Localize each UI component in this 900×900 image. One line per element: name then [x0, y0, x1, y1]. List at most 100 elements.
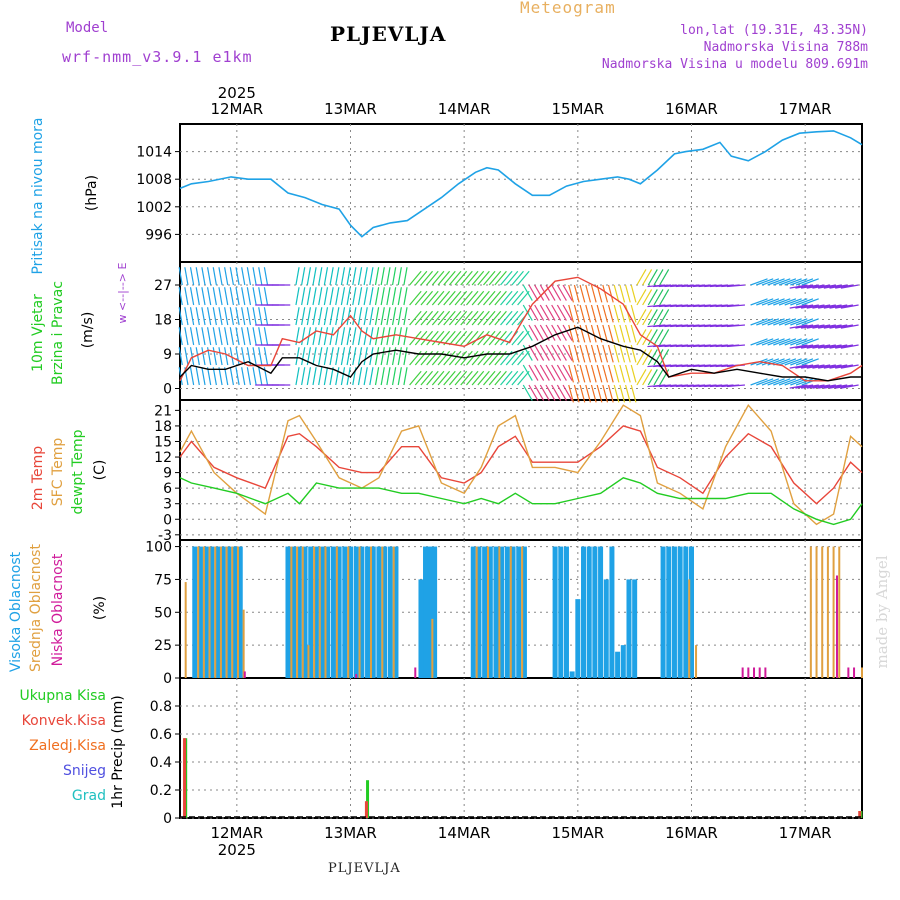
- chart-subtitle: Meteogram: [520, 0, 616, 17]
- wind-arrow: [409, 290, 422, 306]
- wind-arrow: [374, 267, 380, 286]
- wind-arrow: [295, 267, 300, 286]
- wind-arrow: [224, 267, 229, 286]
- wind-arrow: [823, 364, 842, 369]
- temperature-ytick-label: 18: [154, 419, 172, 435]
- wind-arrow: [218, 287, 223, 306]
- wind-arrow: [801, 278, 819, 286]
- wind-arrow: [818, 284, 836, 289]
- wind-arrow: [613, 364, 620, 383]
- temperature-ytick-label: 12: [154, 450, 172, 466]
- wind-arrow: [218, 307, 223, 326]
- wind-arrow: [374, 347, 380, 366]
- wind-arrow: [835, 344, 854, 349]
- temp-axis-title-sfc: SFC Temp: [50, 438, 66, 507]
- wind-arrow: [465, 350, 479, 366]
- cloud-bar: [475, 546, 478, 678]
- wind-arrow: [488, 290, 502, 306]
- wind-arrow: [789, 364, 808, 369]
- wind-arrow: [619, 324, 626, 343]
- wind-arrow: [773, 278, 791, 286]
- wind-arrow: [505, 290, 519, 306]
- wind-arrow: [431, 270, 445, 286]
- wind-arrow: [352, 307, 357, 326]
- wind-arrow: [312, 287, 317, 306]
- wind-arrow: [545, 344, 556, 361]
- cloud-bar: [197, 546, 203, 678]
- wind-arrow: [630, 384, 637, 403]
- wind-arrow: [301, 287, 306, 306]
- wind-arrow: [301, 307, 306, 326]
- top-day-label: 14MAR: [438, 100, 491, 118]
- cloud-bar: [493, 546, 499, 678]
- wind-arrow: [556, 384, 567, 401]
- cloud-bar: [521, 546, 524, 678]
- precip-bar: [364, 801, 368, 818]
- wind-ytick-label: 9: [163, 347, 172, 363]
- wind-arrow: [448, 370, 462, 386]
- cloud-bar: [290, 546, 293, 678]
- temp-unit-label: (C): [92, 460, 108, 481]
- cloud-bar: [558, 546, 564, 678]
- wind-arrow: [522, 384, 533, 401]
- wind-arrow: [212, 307, 217, 326]
- wind-arrow: [380, 307, 385, 326]
- cloud-bar: [215, 546, 221, 678]
- wind-arrow: [653, 349, 664, 366]
- wind-arrow: [414, 290, 428, 306]
- cloud-bar: [427, 546, 433, 678]
- wind-arrow: [647, 329, 658, 346]
- wind-arrow: [483, 370, 496, 386]
- wind-arrow: [829, 384, 848, 389]
- wind-arrow: [636, 369, 647, 386]
- pressure-ytick-label: 996: [145, 227, 172, 243]
- wind-arrow: [448, 330, 462, 346]
- cloud-bar: [586, 546, 592, 678]
- wind-arrow: [380, 347, 385, 366]
- wind-arrow: [189, 287, 195, 306]
- precip-legend-item: Snijeg: [63, 763, 106, 779]
- wind-arrow: [431, 370, 445, 386]
- wind-arrow: [488, 310, 502, 326]
- wind-arrow: [653, 269, 664, 286]
- wind-arrow: [363, 347, 368, 366]
- wind-arrow: [454, 330, 468, 346]
- wind-arrow: [806, 384, 825, 389]
- wind-arrow: [312, 327, 317, 346]
- wind-arrow: [263, 327, 269, 346]
- wind-arrow: [374, 287, 380, 306]
- wind-arrow: [568, 364, 574, 383]
- wind-arrow: [258, 367, 263, 386]
- wind-arrow: [607, 324, 614, 343]
- top-year-label: 2025: [218, 84, 256, 102]
- wind-arrow: [789, 324, 808, 329]
- temperature-ytick-label: -3: [158, 528, 172, 544]
- cloud-bar: [758, 667, 761, 678]
- wind-arrow: [647, 289, 658, 306]
- wind-arrow: [229, 307, 235, 326]
- wind-arrow: [619, 384, 626, 403]
- wind-arrow: [647, 369, 658, 386]
- wind-arrow: [500, 270, 513, 286]
- wind-arrow: [363, 327, 368, 346]
- wind-arrow: [494, 270, 507, 286]
- cloud-bar: [285, 546, 291, 678]
- wind-arrow: [218, 267, 223, 286]
- wind-arrow: [602, 344, 609, 363]
- wind-arrow: [218, 367, 223, 386]
- wind-arrow: [409, 310, 422, 326]
- temp-series-2: [179, 477, 863, 526]
- cloud-bar: [203, 546, 209, 678]
- wind-arrow: [545, 284, 556, 301]
- wind-arrow: [409, 370, 422, 386]
- wind-arrow: [636, 289, 647, 306]
- wind-arrow: [235, 347, 240, 366]
- wind-arrow: [352, 267, 357, 286]
- wind-arrow: [642, 349, 653, 366]
- wind-arrow: [795, 284, 814, 289]
- wind-arrow: [562, 364, 573, 381]
- cloud-bar: [677, 546, 683, 678]
- cloud-bar: [598, 546, 604, 678]
- wind-arrow: [778, 278, 797, 286]
- wind-arrow: [346, 287, 351, 306]
